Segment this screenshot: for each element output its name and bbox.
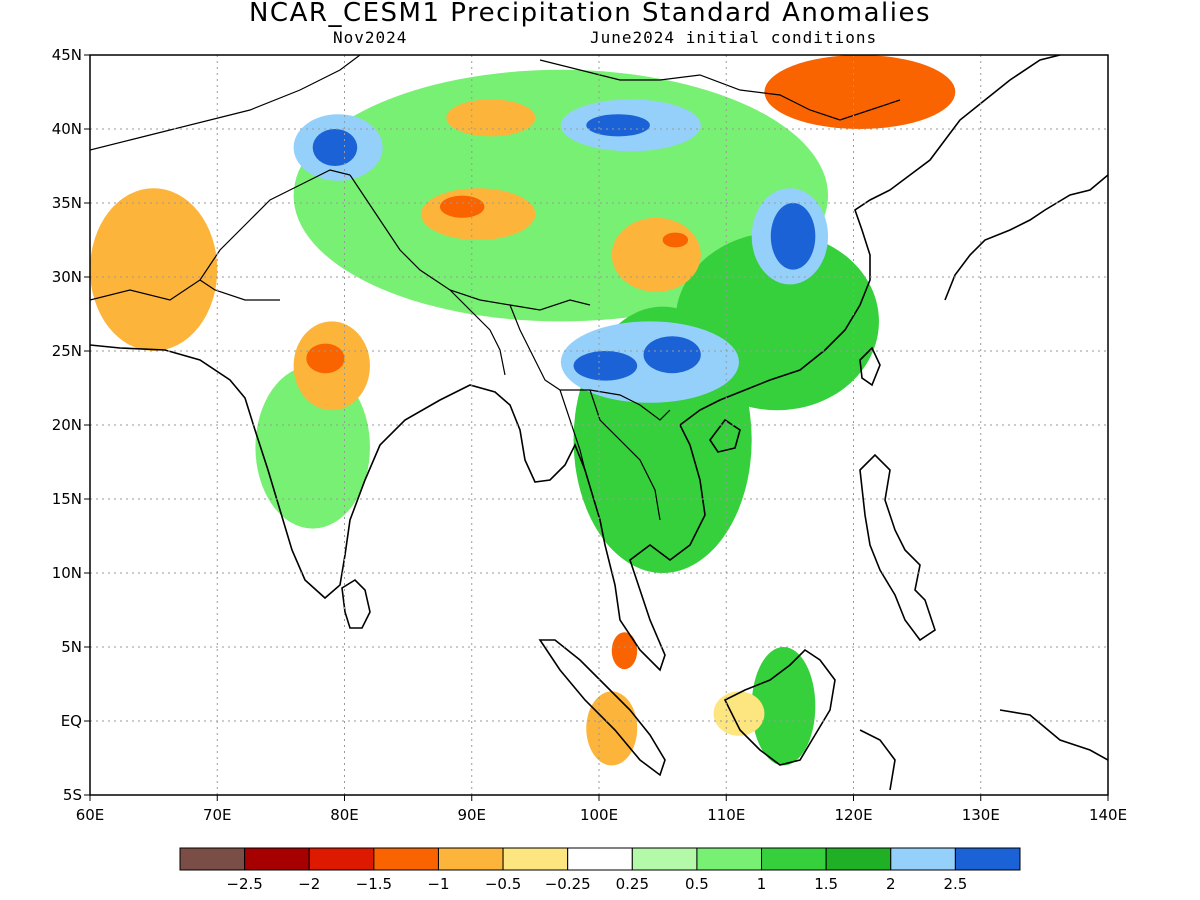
lat-label: 25N — [52, 342, 82, 360]
lon-label: 140E — [1089, 806, 1127, 824]
lat-label: 35N — [52, 194, 82, 212]
initial-conditions: June2024 initial conditions — [590, 28, 878, 47]
lat-label: 40N — [52, 120, 82, 138]
legend-label: 2.5 — [943, 875, 967, 893]
anomaly-sichuan-dry — [611, 217, 701, 292]
legend-label: 1 — [757, 875, 767, 893]
anomaly-central-india-core — [306, 343, 345, 374]
lon-label: 130E — [962, 806, 1000, 824]
legend-swatch — [373, 847, 439, 871]
graticule — [90, 55, 1108, 795]
legend-label: −0.5 — [485, 875, 521, 893]
lat-label: 10N — [52, 564, 82, 582]
lon-label: 80E — [330, 806, 359, 824]
anomaly-afghanistan-dry — [90, 188, 218, 351]
legend-label: 1.5 — [814, 875, 838, 893]
anomaly-sichuan-dry-core — [662, 232, 689, 248]
lon-label: 120E — [834, 806, 872, 824]
anomaly-sumatra-dry — [586, 691, 638, 766]
lat-label: EQ — [61, 712, 82, 730]
chart-title: NCAR_CESM1 Precipitation Standard Anomal… — [248, 0, 932, 28]
legend-label: −2 — [298, 875, 320, 893]
legend-swatch — [437, 847, 504, 871]
legend-swatch — [502, 847, 569, 871]
legend-swatch — [567, 847, 633, 871]
lat-label: 20N — [52, 416, 82, 434]
anomaly-tibet-dry-core — [439, 195, 485, 218]
anomaly-gobi-wet-core — [586, 114, 650, 137]
legend-label: 2 — [886, 875, 896, 893]
anomaly-east-china-wet-core — [770, 203, 816, 270]
lat-label: 15N — [52, 490, 82, 508]
lon-label: 70E — [203, 806, 232, 824]
anomaly-tarim-wet-core — [312, 129, 358, 166]
forecast-month: Nov2024 — [333, 28, 408, 47]
lat-label: 30N — [52, 268, 82, 286]
legend-label: −2.5 — [226, 875, 262, 893]
legend-label: −1 — [427, 875, 449, 893]
legend-label: −0.25 — [545, 875, 591, 893]
coastlines — [90, 55, 1108, 791]
legend-label: −1.5 — [356, 875, 392, 893]
legend-swatch — [890, 847, 956, 871]
legend-swatch — [825, 847, 892, 871]
lon-label: 110E — [707, 806, 745, 824]
lat-label: 5S — [63, 786, 82, 804]
lon-label: 90E — [457, 806, 486, 824]
latitude-labels: 45N 40N 35N 30N 25N 20N 15N 10N 5N EQ 5S — [52, 46, 90, 804]
anomaly-borneo-green — [751, 647, 816, 766]
anomaly-tarim-dry — [446, 99, 536, 137]
lat-label: 45N — [52, 46, 82, 64]
legend-label: 0.5 — [685, 875, 709, 893]
country-borders — [90, 55, 901, 521]
legend-swatch — [631, 847, 698, 871]
legend-swatch — [696, 847, 763, 871]
legend-swatch — [954, 847, 1021, 871]
legend-swatch — [308, 847, 375, 871]
anomaly-yunnan-wet-core-a — [573, 351, 638, 381]
anomaly-mongolia-dry — [764, 55, 956, 129]
lon-label: 60E — [76, 806, 105, 824]
legend-swatch — [179, 847, 246, 871]
anomaly-malaya-dry — [611, 632, 638, 670]
legend-label: 0.25 — [616, 875, 649, 893]
legend-swatch — [761, 847, 827, 871]
anomaly-shading — [90, 55, 956, 766]
anomaly-yunnan-wet-core-b — [643, 336, 701, 374]
lon-label: 100E — [580, 806, 618, 824]
color-legend: −2.5 −2 −1.5 −1 −0.5 −0.25 0.25 0.5 1 1.5 2 2.5 — [179, 847, 1021, 893]
longitude-labels: 60E 70E 80E 90E 100E 110E 120E 130E 140E — [76, 795, 1127, 824]
legend-swatch — [244, 847, 310, 871]
lat-label: 5N — [61, 638, 82, 656]
